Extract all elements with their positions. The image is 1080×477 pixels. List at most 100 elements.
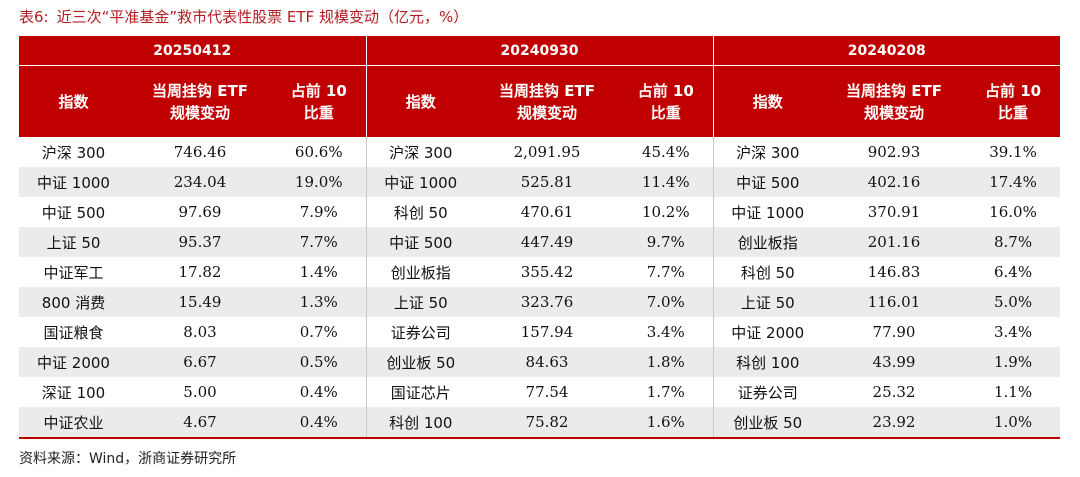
index-name-cell: 沪深 300: [19, 137, 128, 167]
index-name-cell: 中证 500: [365, 227, 476, 257]
weight-cell: 1.9%: [966, 347, 1061, 377]
size-change-cell: 6.67: [128, 347, 272, 377]
weight-cell: 0.5%: [272, 347, 367, 377]
index-name-cell: 上证 50: [712, 287, 823, 317]
weight-cell: 45.4%: [619, 137, 714, 167]
column-header-size-change: 当周挂钩 ETF 规模变动: [128, 65, 272, 137]
weight-cell: 7.7%: [619, 257, 714, 287]
weight-cell: 0.7%: [272, 317, 367, 347]
index-name-cell: 中证 1000: [365, 167, 476, 197]
etf-size-change-table: 20250412 20240930 20240208 指数 当周挂钩 ETF 规模…: [19, 36, 1061, 439]
size-change-cell: 95.37: [128, 227, 272, 257]
weight-cell: 17.4%: [966, 167, 1061, 197]
table-number: 表6:: [19, 8, 49, 26]
period-header-row: 20250412 20240930 20240208: [19, 36, 1061, 66]
size-change-cell: 234.04: [128, 167, 272, 197]
index-name-cell: 创业板 50: [365, 347, 476, 377]
size-change-cell: 25.32: [822, 377, 967, 407]
index-name-cell: 800 消费: [19, 287, 128, 317]
index-name-cell: 创业板指: [712, 227, 823, 257]
size-change-cell: 370.91: [822, 197, 967, 227]
weight-cell: 1.0%: [966, 407, 1061, 439]
table-row: 中证 2000 6.67 0.5% 创业板 50 84.63 1.8% 科创 100 43.9…: [19, 347, 1061, 377]
index-name-cell: 中证 2000: [712, 317, 823, 347]
table-row: 中证农业 4.67 0.4% 科创 100 75.82 1.6% 创业板 50 23.92 1.…: [19, 407, 1061, 439]
size-change-cell: 15.49: [128, 287, 272, 317]
size-change-cell: 146.83: [822, 257, 967, 287]
weight-cell: 16.0%: [966, 197, 1061, 227]
index-name-cell: 上证 50: [19, 227, 128, 257]
size-change-cell: 8.03: [128, 317, 272, 347]
weight-cell: 9.7%: [619, 227, 714, 257]
period-date-header: 20240208: [712, 36, 1061, 66]
weight-cell: 19.0%: [272, 167, 367, 197]
index-name-cell: 中证 500: [712, 167, 823, 197]
weight-cell: 7.0%: [619, 287, 714, 317]
size-change-cell: 17.82: [128, 257, 272, 287]
table-title: 近三次“平准基金”救市代表性股票 ETF 规模变动（亿元，%）: [56, 8, 469, 26]
index-name-cell: 中证军工: [19, 257, 128, 287]
size-change-cell: 43.99: [822, 347, 967, 377]
weight-cell: 3.4%: [966, 317, 1061, 347]
column-header-row: 指数 当周挂钩 ETF 规模变动 占前 10 比重 指数 当周挂钩 ETF 规模变动 …: [19, 65, 1061, 137]
source-note: 资料来源：Wind，浙商证券研究所: [19, 451, 237, 467]
size-change-cell: 84.63: [475, 347, 620, 377]
size-change-cell: 470.61: [475, 197, 620, 227]
weight-cell: 1.8%: [619, 347, 714, 377]
index-name-cell: 证券公司: [365, 317, 476, 347]
index-name-cell: 创业板指: [365, 257, 476, 287]
size-change-cell: 447.49: [475, 227, 620, 257]
table-body: 沪深 300 746.46 60.6% 沪深 300 2,091.95 45.4% 沪深 3…: [19, 137, 1061, 439]
weight-cell: 7.9%: [272, 197, 367, 227]
size-change-cell: 77.90: [822, 317, 967, 347]
weight-cell: 1.3%: [272, 287, 367, 317]
table-row: 800 消费 15.49 1.3% 上证 50 323.76 7.0% 上证 50 116.0…: [19, 287, 1061, 317]
weight-cell: 7.7%: [272, 227, 367, 257]
size-change-cell: 355.42: [475, 257, 620, 287]
index-name-cell: 中证 1000: [19, 167, 128, 197]
index-name-cell: 中证 1000: [712, 197, 823, 227]
size-change-cell: 2,091.95: [475, 137, 620, 167]
period-date-header: 20240930: [365, 36, 714, 66]
index-name-cell: 沪深 300: [712, 137, 823, 167]
weight-cell: 0.4%: [272, 377, 367, 407]
size-change-cell: 75.82: [475, 407, 620, 439]
weight-cell: 39.1%: [966, 137, 1061, 167]
weight-cell: 1.7%: [619, 377, 714, 407]
size-change-cell: 402.16: [822, 167, 967, 197]
index-name-cell: 上证 50: [365, 287, 476, 317]
weight-cell: 1.1%: [966, 377, 1061, 407]
index-name-cell: 创业板 50: [712, 407, 823, 439]
size-change-cell: 323.76: [475, 287, 620, 317]
weight-cell: 10.2%: [619, 197, 714, 227]
index-name-cell: 国证粮食: [19, 317, 128, 347]
weight-cell: 3.4%: [619, 317, 714, 347]
weight-cell: 6.4%: [966, 257, 1061, 287]
size-change-cell: 902.93: [822, 137, 967, 167]
size-change-cell: 116.01: [822, 287, 967, 317]
weight-cell: 11.4%: [619, 167, 714, 197]
index-name-cell: 科创 50: [712, 257, 823, 287]
index-name-cell: 国证芯片: [365, 377, 476, 407]
table-caption: 表6: 近三次“平准基金”救市代表性股票 ETF 规模变动（亿元，%）: [19, 6, 468, 27]
table-row: 沪深 300 746.46 60.6% 沪深 300 2,091.95 45.4% 沪深 3…: [19, 137, 1061, 167]
table-row: 深证 100 5.00 0.4% 国证芯片 77.54 1.7% 证券公司 25.32 1.1%: [19, 377, 1061, 407]
column-header-index: 指数: [19, 65, 128, 137]
column-header-weight: 占前 10 比重: [619, 65, 714, 137]
table-row: 中证 1000 234.04 19.0% 中证 1000 525.81 11.4% 中证 5…: [19, 167, 1061, 197]
table-row: 中证 500 97.69 7.9% 科创 50 470.61 10.2% 中证 1000 37…: [19, 197, 1061, 227]
size-change-cell: 525.81: [475, 167, 620, 197]
weight-cell: 1.6%: [619, 407, 714, 439]
size-change-cell: 201.16: [822, 227, 967, 257]
index-name-cell: 深证 100: [19, 377, 128, 407]
weight-cell: 8.7%: [966, 227, 1061, 257]
index-name-cell: 科创 100: [365, 407, 476, 439]
size-change-cell: 97.69: [128, 197, 272, 227]
size-change-cell: 157.94: [475, 317, 620, 347]
index-name-cell: 中证农业: [19, 407, 128, 439]
index-name-cell: 科创 100: [712, 347, 823, 377]
table-row: 中证军工 17.82 1.4% 创业板指 355.42 7.7% 科创 50 146.83 6.…: [19, 257, 1061, 287]
index-name-cell: 中证 2000: [19, 347, 128, 377]
index-name-cell: 证券公司: [712, 377, 823, 407]
column-header-index: 指数: [712, 65, 823, 137]
